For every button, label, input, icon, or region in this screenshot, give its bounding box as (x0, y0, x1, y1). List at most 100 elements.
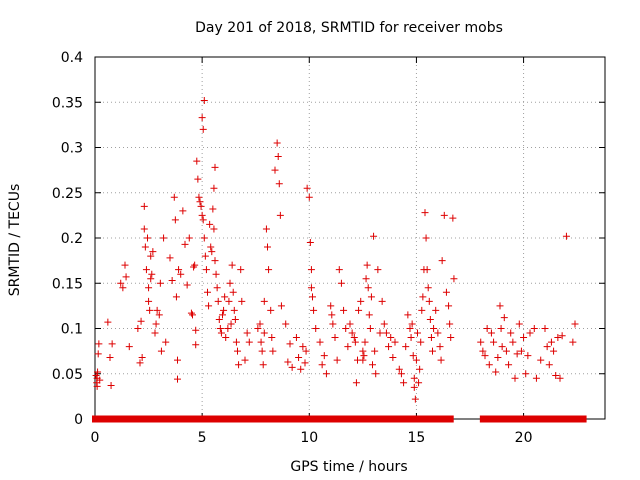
data-point (404, 311, 412, 319)
data-point (524, 352, 532, 360)
x-tick-label: 20 (515, 430, 533, 446)
data-point (155, 311, 163, 319)
data-point (149, 248, 157, 256)
data-point (95, 340, 103, 348)
data-point (366, 325, 374, 332)
data-point (200, 96, 208, 104)
data-point (333, 356, 341, 364)
data-point (200, 234, 208, 242)
data-point (410, 374, 418, 382)
data-point (446, 320, 454, 328)
data-point (562, 232, 570, 240)
data-point (391, 338, 399, 346)
zero-value-band (92, 415, 454, 423)
data-point (509, 338, 517, 346)
data-point (485, 361, 493, 369)
data-point (547, 338, 555, 346)
data-point (402, 343, 410, 351)
data-point (556, 374, 564, 382)
data-point (416, 365, 424, 373)
data-point (145, 297, 153, 305)
data-point (235, 361, 243, 369)
data-point (107, 382, 115, 390)
data-point (372, 370, 380, 378)
data-point (320, 352, 328, 360)
data-point (145, 284, 153, 292)
data-point (365, 311, 373, 319)
data-point (211, 163, 219, 171)
zero-band (92, 415, 587, 423)
data-point (447, 334, 455, 342)
data-point (410, 383, 418, 391)
data-point (389, 353, 397, 361)
data-point (449, 214, 457, 222)
data-point (395, 365, 403, 373)
data-point (530, 325, 538, 332)
data-point (262, 225, 270, 233)
data-point (569, 338, 577, 346)
data-point (260, 329, 268, 337)
data-point (286, 340, 294, 348)
data-point (437, 356, 445, 364)
data-point (497, 325, 505, 332)
data-point (117, 279, 125, 287)
data-point (232, 338, 240, 346)
data-point (175, 266, 183, 274)
data-point (234, 347, 241, 355)
data-point (411, 395, 419, 403)
data-point (217, 329, 225, 337)
data-point (181, 240, 189, 248)
data-point (305, 193, 313, 201)
data-point (397, 370, 405, 378)
data-point (146, 306, 154, 314)
data-point (108, 340, 116, 348)
data-point (316, 338, 324, 346)
data-point (490, 338, 498, 346)
data-point (209, 205, 217, 213)
data-point (106, 353, 114, 361)
data-point (376, 329, 384, 337)
data-point (166, 254, 174, 262)
data-point (351, 338, 359, 346)
data-point (185, 234, 193, 242)
data-point (369, 361, 376, 369)
data-point (174, 375, 181, 383)
data-point (157, 347, 165, 355)
data-point (526, 329, 534, 337)
data-point (550, 347, 558, 355)
y-tick-label: 0 (74, 412, 83, 428)
data-point (199, 125, 207, 133)
data-point (337, 279, 345, 287)
data-point (134, 325, 142, 332)
data-point (328, 311, 336, 319)
data-point (192, 341, 200, 349)
data-point (327, 302, 335, 310)
data-point (193, 157, 201, 165)
data-point (275, 180, 283, 188)
data-point (137, 317, 145, 325)
x-axis-label: GPS time / hours (290, 459, 407, 475)
data-point (256, 320, 264, 328)
data-point (301, 359, 309, 367)
data-point (284, 358, 292, 366)
zero-value-band (479, 415, 587, 423)
data-point (359, 356, 367, 364)
x-tick-label: 15 (408, 430, 426, 446)
data-point (201, 252, 209, 260)
data-point (492, 368, 500, 376)
data-point (156, 279, 164, 287)
data-point (265, 266, 273, 274)
data-point (318, 361, 326, 369)
data-point (94, 368, 102, 376)
data-point (371, 347, 379, 355)
data-point (430, 325, 438, 332)
y-tick-label: 0.3 (61, 141, 83, 157)
data-point (221, 293, 229, 301)
data-point (238, 297, 246, 305)
data-point (331, 334, 339, 342)
y-tick-label: 0.15 (52, 276, 83, 292)
data-point (415, 379, 423, 387)
data-point (350, 334, 358, 342)
data-point (174, 356, 181, 364)
data-point (177, 270, 185, 278)
